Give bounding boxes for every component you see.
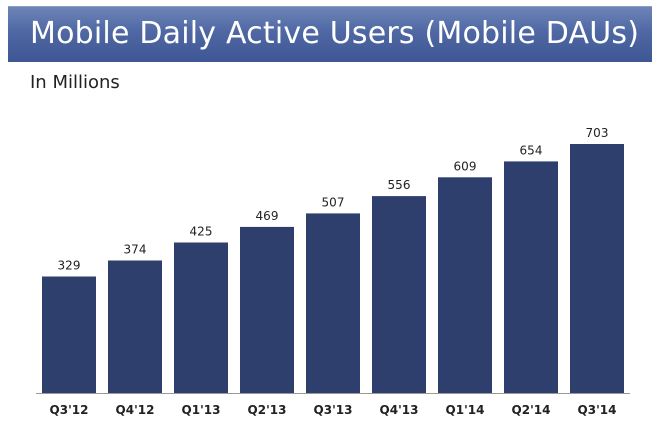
x-tick-label-8: Q3'14 bbox=[578, 403, 617, 417]
value-label-3: 469 bbox=[256, 209, 279, 223]
bar-8 bbox=[570, 144, 624, 393]
bars-group bbox=[42, 144, 624, 393]
bar-0 bbox=[42, 276, 96, 393]
value-label-5: 556 bbox=[388, 178, 411, 192]
bar-7 bbox=[504, 161, 558, 393]
x-tick-label-3: Q2'13 bbox=[248, 403, 287, 417]
value-labels-group: 329 374 425 469 507 556 609 654 703 bbox=[58, 126, 609, 273]
bar-5 bbox=[372, 196, 426, 393]
value-label-4: 507 bbox=[322, 195, 345, 209]
bar-1 bbox=[108, 260, 162, 393]
value-label-6: 609 bbox=[454, 159, 477, 173]
x-tick-label-2: Q1'13 bbox=[182, 403, 221, 417]
value-label-7: 654 bbox=[520, 143, 543, 157]
bar-4 bbox=[306, 213, 360, 393]
tick-labels-group: Q3'12 Q4'12 Q1'13 Q2'13 Q3'13 Q4'13 Q1'14 Q2'14… bbox=[50, 403, 617, 417]
title-bar: Mobile Daily Active Users (Mobile DAUs) bbox=[8, 6, 652, 62]
x-tick-label-4: Q3'13 bbox=[314, 403, 353, 417]
value-label-8: 703 bbox=[586, 126, 609, 140]
x-tick-label-0: Q3'12 bbox=[50, 403, 89, 417]
value-label-1: 374 bbox=[124, 243, 147, 257]
bar-3 bbox=[240, 226, 294, 393]
x-tick-label-1: Q4'12 bbox=[116, 403, 155, 417]
value-label-0: 329 bbox=[58, 259, 81, 273]
chart-subtitle: In Millions bbox=[30, 72, 120, 93]
value-label-2: 425 bbox=[190, 225, 213, 239]
bar-2 bbox=[174, 242, 228, 393]
x-tick-label-6: Q1'14 bbox=[446, 403, 485, 417]
bar-6 bbox=[438, 177, 492, 393]
page-title: Mobile Daily Active Users (Mobile DAUs) bbox=[30, 16, 640, 51]
x-tick-label-5: Q4'13 bbox=[380, 403, 419, 417]
x-tick-label-7: Q2'14 bbox=[512, 403, 551, 417]
